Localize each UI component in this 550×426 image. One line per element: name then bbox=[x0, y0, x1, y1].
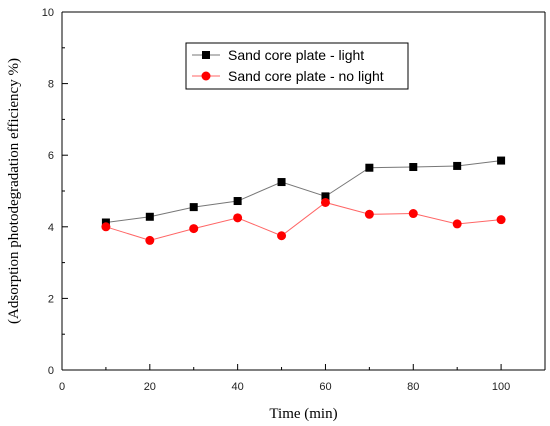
axes: 0 20 40 60 80 100 0 2 4 6 8 10 bbox=[42, 7, 546, 393]
legend-label-1: Sand core plate - light bbox=[228, 47, 364, 63]
y-tick-label: 10 bbox=[42, 7, 54, 19]
y-tick-label: 0 bbox=[48, 365, 54, 377]
x-tick-label: 20 bbox=[144, 381, 156, 393]
series-1-point bbox=[453, 161, 462, 170]
series-1-point bbox=[321, 192, 330, 201]
y-tick-label: 6 bbox=[48, 150, 54, 162]
series-1-point bbox=[145, 212, 154, 221]
series-2-point bbox=[101, 222, 111, 232]
series-2-point bbox=[277, 231, 287, 241]
legend-marker-1 bbox=[202, 51, 210, 59]
legend-marker-2 bbox=[201, 71, 211, 81]
legend: Sand core plate - light Sand core plate -… bbox=[185, 42, 409, 90]
x-tick-label: 40 bbox=[232, 381, 244, 393]
x-tick-label: 0 bbox=[59, 381, 65, 393]
series-2-point bbox=[320, 197, 330, 207]
series-2-point bbox=[452, 219, 462, 229]
series-2-point bbox=[145, 235, 155, 245]
x-tick-label: 100 bbox=[492, 381, 510, 393]
series-1-point bbox=[277, 178, 286, 187]
y-tick-label: 2 bbox=[48, 293, 54, 305]
series-1-point bbox=[409, 163, 418, 172]
x-axis-title: Time (min) bbox=[269, 406, 337, 422]
series-layer bbox=[101, 156, 506, 245]
y-tick-label: 4 bbox=[48, 222, 54, 234]
series-1-point bbox=[497, 156, 506, 165]
series-2-point bbox=[496, 215, 506, 225]
series-2-point bbox=[233, 213, 243, 223]
series-1-point bbox=[233, 197, 242, 206]
legend-label-2: Sand core plate - no light bbox=[228, 68, 384, 84]
series-2-point bbox=[364, 209, 374, 219]
series-2-point bbox=[189, 224, 199, 234]
x-tick-label: 80 bbox=[407, 381, 419, 393]
series-line-2 bbox=[105, 201, 502, 241]
x-tick-label: 60 bbox=[319, 381, 331, 393]
series-1-point bbox=[189, 203, 198, 212]
legend-box bbox=[185, 42, 409, 90]
y-tick-label: 8 bbox=[48, 79, 54, 91]
series-line-1 bbox=[105, 160, 502, 223]
series-2-point bbox=[408, 209, 418, 219]
y-axis-title: (Adsorption photodegradation efficiency … bbox=[6, 58, 22, 324]
series-1-point bbox=[365, 163, 374, 172]
